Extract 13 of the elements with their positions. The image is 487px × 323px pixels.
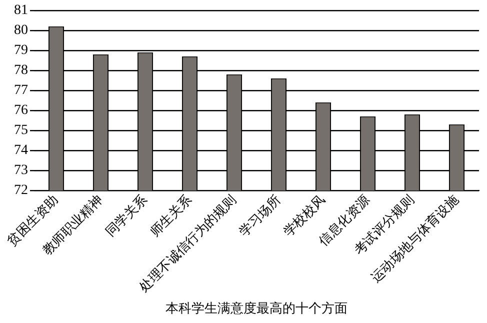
y-tick-label: 75 xyxy=(14,123,28,138)
y-tick-label: 72 xyxy=(14,183,28,198)
y-tick-label: 80 xyxy=(14,23,28,38)
y-tick-label: 74 xyxy=(14,143,28,158)
y-tick-label: 79 xyxy=(14,43,28,58)
y-tick-label: 76 xyxy=(14,103,28,118)
x-axis-title: 本科学生满意度最高的十个方面 xyxy=(166,300,348,316)
y-tick-label: 77 xyxy=(14,83,28,98)
x-tick-label: 同学关系 xyxy=(102,192,150,240)
y-tick-label: 81 xyxy=(14,3,28,18)
y-tick-label: 78 xyxy=(14,63,28,78)
y-tick-label: 73 xyxy=(14,163,28,178)
x-tick-label: 学习场所 xyxy=(236,192,284,240)
